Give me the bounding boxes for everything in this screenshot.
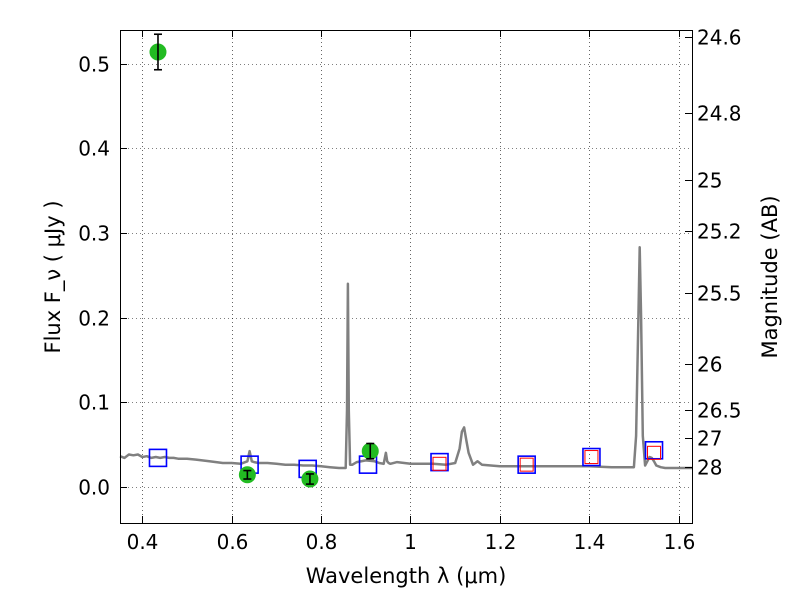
model-flux-square [148,448,168,468]
y2-tick-label: 25.2 [697,220,742,244]
x-axis-label: Wavelength λ (μm) [306,564,507,588]
y-axis-label: Flux F_ν ( μJy ) [41,200,66,353]
y-tick-label: 0.3 [78,222,110,246]
y2-tick-label: 25.5 [697,282,742,306]
model-spectrum-line [119,246,692,470]
y2-tick-label: 26.5 [697,399,742,423]
y2-tick-label: 26 [697,353,722,377]
model-flux-square-red [584,450,599,465]
plot-series [119,33,692,488]
y2-axis-label: Magnitude (AB) [758,195,782,358]
model-flux-square [430,452,449,472]
x-tick-label: 1.2 [485,530,517,554]
x-tick-label: 0.8 [306,530,338,554]
y2-tick-label: 24.6 [697,26,742,50]
x-tick-label: 1.4 [574,530,606,554]
x-tick-label: 0.4 [127,530,159,554]
y-tick-label: 0.1 [78,391,110,415]
y-tick-label: 0.0 [78,476,110,500]
model-flux-square [644,440,664,460]
y2-tick-label: 28 [697,456,722,480]
y2-tick-label: 24.8 [697,102,742,126]
grid-lines [120,30,692,523]
x-tick-label: 0.6 [217,530,249,554]
model-flux-square-red [519,457,534,472]
y-tick-label: 0.4 [78,137,110,161]
y2-tick-label: 25 [697,169,722,193]
y-tick-label: 0.5 [78,53,110,77]
model-flux-square-red [432,456,447,471]
model-flux-square [582,447,601,467]
model-flux-square-red [647,445,662,460]
y2-tick-label: 27 [697,427,722,451]
model-flux-square [517,455,536,474]
x-tick-label: 1.6 [664,530,696,554]
y-tick-label: 0.2 [78,307,110,331]
x-tick-label: 1 [404,530,417,554]
axis-ticks: 0.4 0.6 0.8 1 1.2 1.4 1.6 0.0 0.1 0.2 0.3 0.4 0.5 24.… [78,26,741,555]
plot-frame [120,30,693,524]
